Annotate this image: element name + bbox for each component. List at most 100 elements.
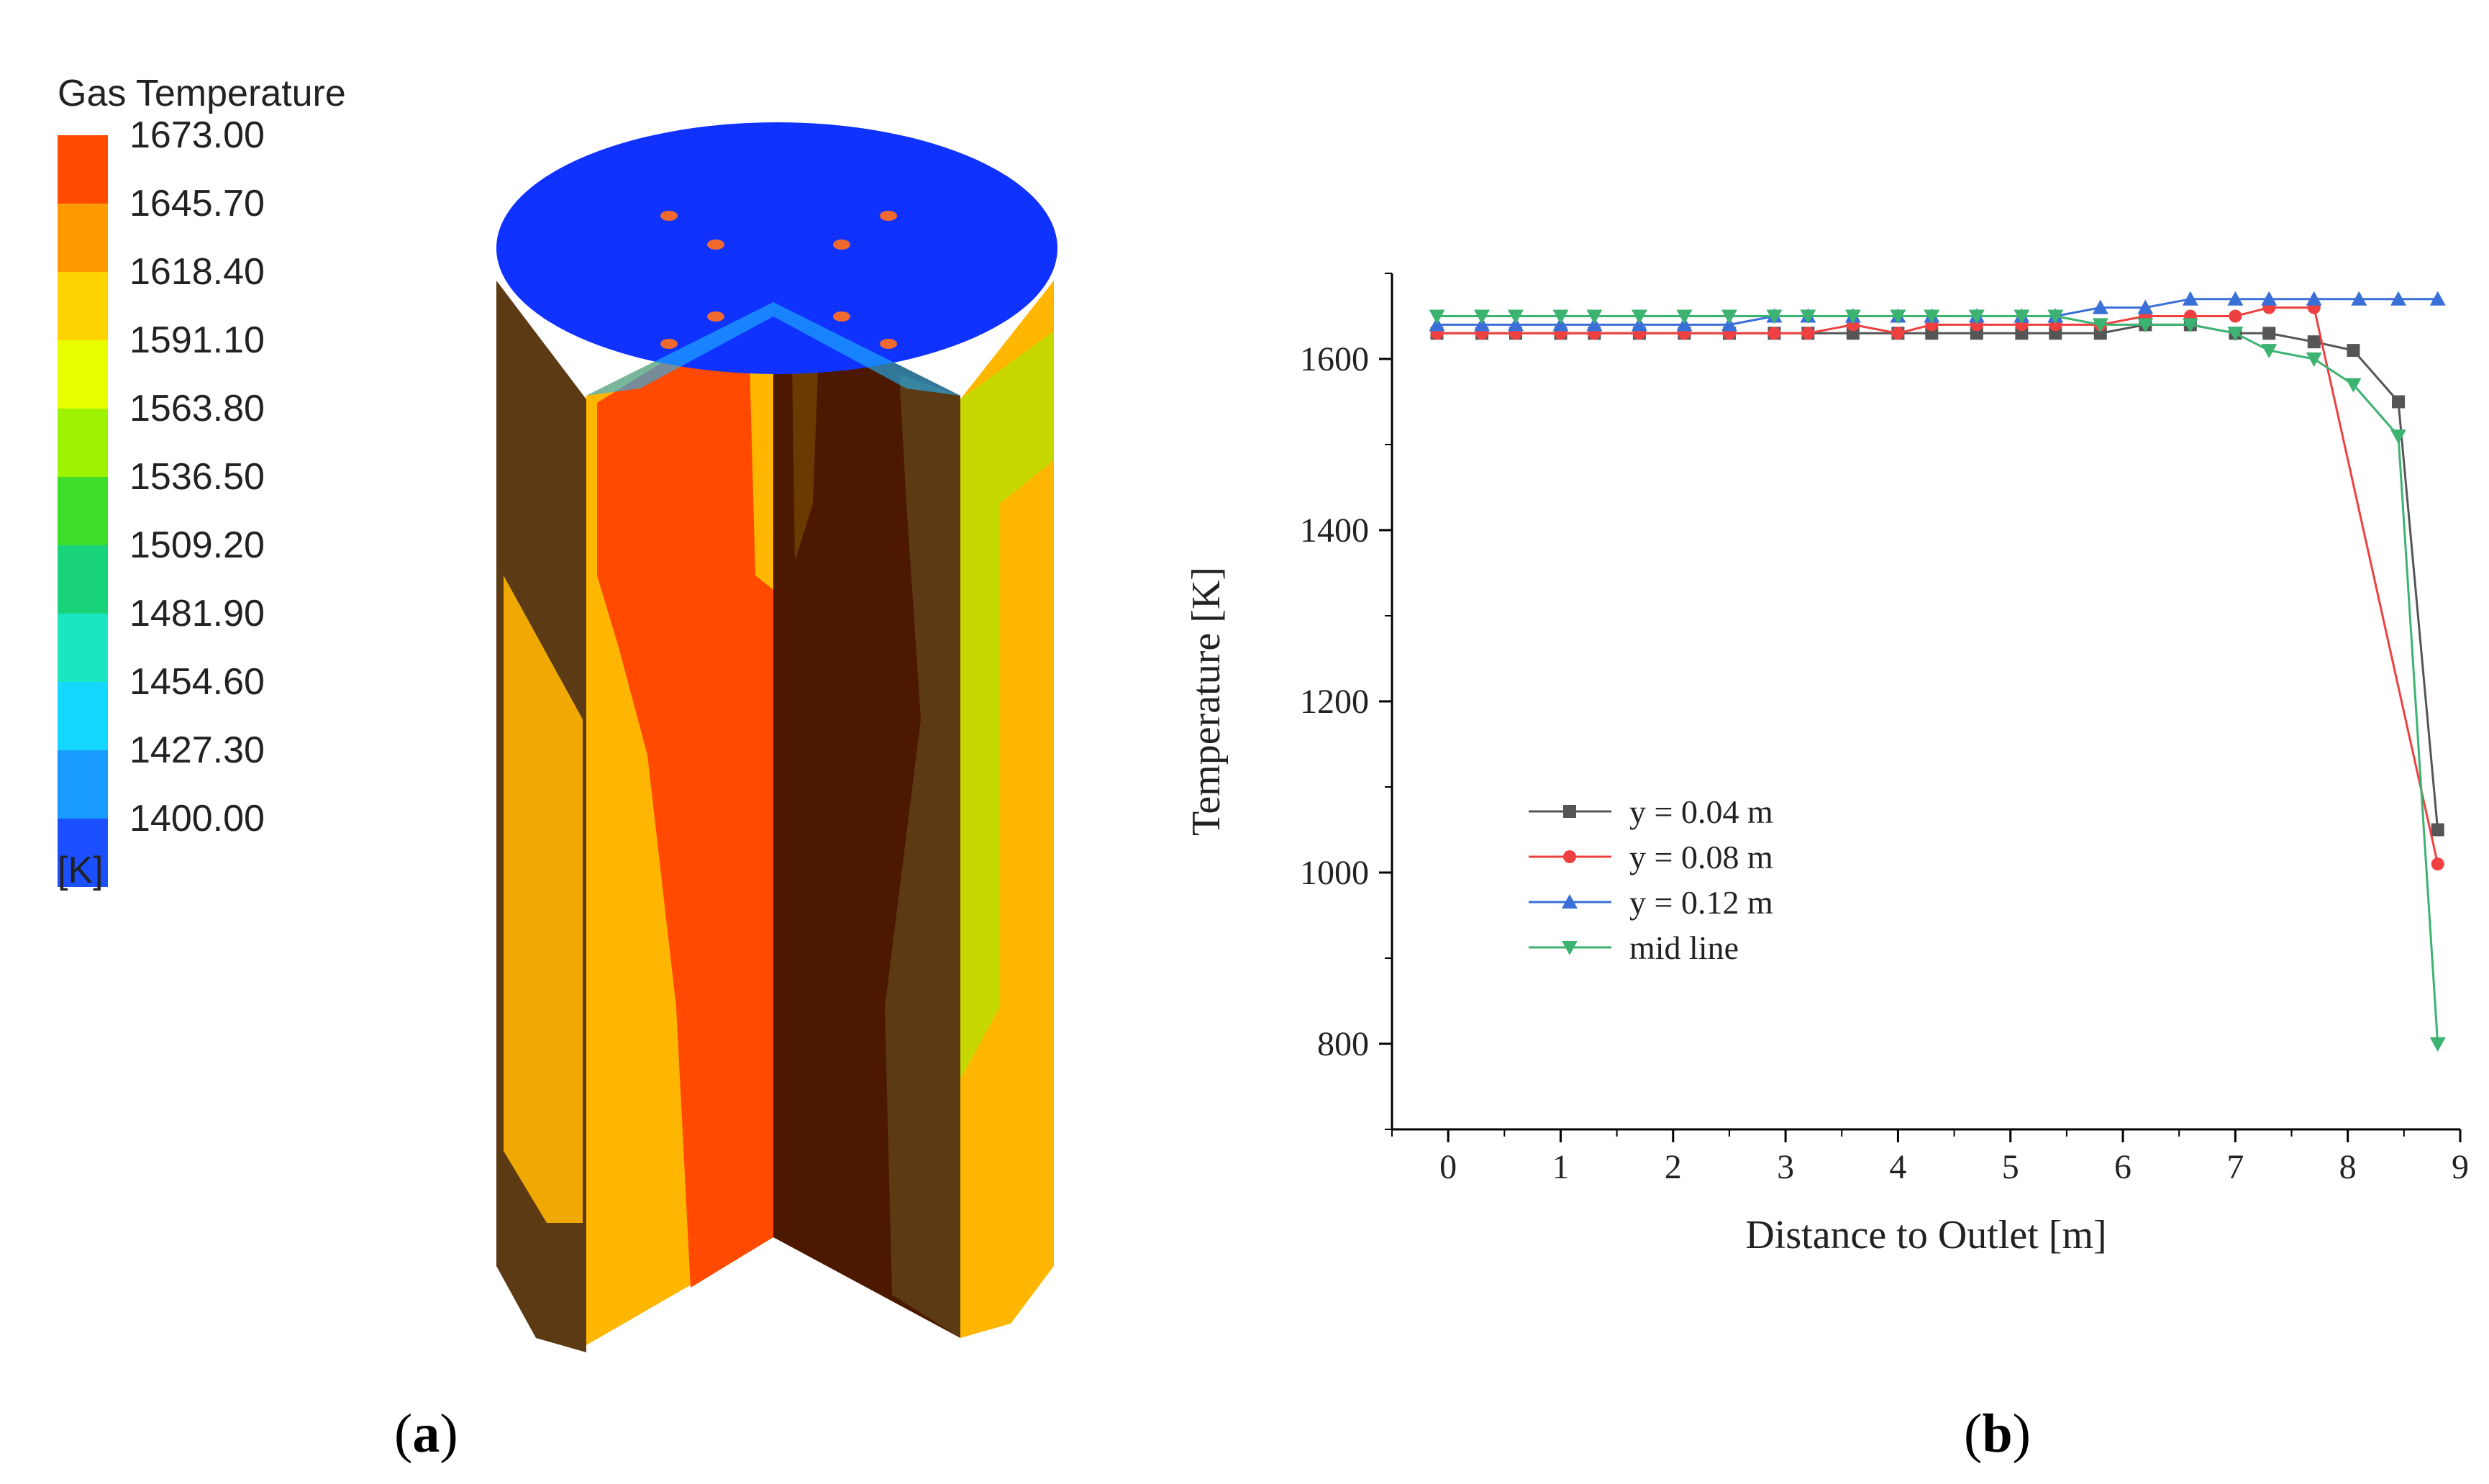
y-tick-label: 1600 — [1300, 340, 1369, 378]
data-point — [2227, 327, 2244, 342]
data-point — [2429, 291, 2446, 306]
legend-label: y = 0.12 m — [1629, 884, 1773, 921]
x-tick-label: 3 — [1777, 1148, 1794, 1186]
colorbar-band — [58, 340, 108, 409]
inlet-hole — [707, 311, 724, 322]
colorbar-tick-label: 1427.30 — [129, 729, 265, 771]
data-point — [1474, 309, 1491, 324]
data-point — [2092, 318, 2108, 333]
data-point — [1552, 309, 1569, 324]
data-point — [2345, 378, 2362, 393]
colorbar-tick-label: 1536.50 — [129, 456, 265, 498]
colorbar-band — [58, 545, 108, 614]
colorbar-title: Gas Temperature — [58, 73, 346, 114]
data-point — [1801, 327, 1815, 340]
panel-a: Gas Temperature 1673.00 1645.70 1618.40 159… — [0, 0, 1108, 1484]
x-tick-label: 5 — [2002, 1148, 2019, 1186]
cylinder-right-wall-green — [960, 331, 1054, 1079]
data-point — [2261, 344, 2278, 359]
colorbar-band — [58, 819, 108, 887]
cut-face-right-warm — [885, 374, 960, 1338]
colorbar-band — [58, 682, 108, 750]
data-point — [1924, 309, 1940, 324]
data-point — [2390, 429, 2407, 445]
top-disk — [496, 122, 1057, 374]
x-tick-label: 4 — [1889, 1148, 1906, 1186]
top-cut-notch — [586, 302, 960, 396]
data-point — [1676, 309, 1693, 324]
data-point — [2137, 299, 2154, 314]
temperature-line-chart: 0 1 2 3 4 5 6 7 8 9 800 1000 1200 1400 1600 Distance to… — [1184, 273, 2469, 1257]
colorbar-tick-label: 1509.20 — [129, 524, 265, 566]
colorbar-tick-label: 1454.60 — [129, 661, 265, 703]
data-point — [2390, 291, 2407, 306]
data-point — [2347, 344, 2360, 358]
legend-marker — [1562, 941, 1578, 955]
y-tick-label: 1000 — [1300, 854, 1369, 892]
x-tick-label: 6 — [2114, 1148, 2131, 1186]
series-line — [1437, 306, 2439, 865]
inlet-hole — [833, 240, 850, 250]
x-tick-label: 8 — [2339, 1148, 2357, 1186]
legend-marker — [1563, 850, 1576, 863]
data-point — [1631, 309, 1647, 324]
y-tick-label: 800 — [1317, 1025, 1369, 1063]
data-point — [1767, 327, 1781, 340]
panel-b: 0 1 2 3 4 5 6 7 8 9 800 1000 1200 1400 1600 Distance to… — [1122, 0, 2489, 1484]
colorbar-tick-label: 1645.70 — [129, 183, 265, 224]
inlet-hole — [880, 211, 897, 221]
data-point — [2182, 318, 2198, 333]
colorbar-band — [58, 750, 108, 819]
data-point — [2227, 291, 2244, 306]
legend-marker — [1562, 894, 1578, 909]
data-point — [2014, 309, 2030, 324]
y-tick-label: 1400 — [1300, 511, 1369, 550]
data-point — [2262, 327, 2276, 340]
data-point — [2392, 395, 2406, 409]
data-point — [2431, 823, 2444, 837]
legend-label: mid line — [1629, 929, 1739, 966]
colorbar-tick-label: 1563.80 — [129, 388, 265, 429]
data-point — [1507, 309, 1524, 324]
contour-render — [496, 122, 1057, 1352]
data-point — [2229, 309, 2242, 323]
data-point — [2429, 1037, 2446, 1052]
data-point — [1586, 309, 1603, 324]
data-point — [2092, 299, 2108, 314]
colorbar-tick-label: 1591.10 — [129, 319, 265, 361]
colorbar-tick-label: 1618.40 — [129, 251, 265, 293]
data-point — [1844, 309, 1861, 324]
x-tick-label: 7 — [2226, 1148, 2244, 1186]
y-axis-label: Temperature [K] — [1184, 567, 1229, 836]
colorbar-band — [58, 477, 108, 545]
y-tick-label: 1200 — [1300, 683, 1369, 721]
data-point — [2431, 857, 2444, 871]
data-point — [1968, 309, 1985, 324]
x-tick-label: 9 — [2452, 1148, 2469, 1186]
colorbar-band — [58, 135, 108, 204]
x-tick-label: 2 — [1665, 1148, 1682, 1186]
data-point — [1800, 309, 1816, 324]
colorbar-band — [58, 204, 108, 272]
panel-b-label: (b) — [1964, 1403, 2031, 1464]
legend-marker — [1563, 805, 1576, 818]
data-point — [1429, 309, 1445, 324]
data-point — [2307, 335, 2321, 349]
data-point — [2351, 291, 2367, 306]
data-point — [2306, 291, 2322, 306]
x-tick-label: 1 — [1552, 1148, 1569, 1186]
data-point — [2261, 291, 2278, 306]
inlet-hole — [660, 339, 678, 349]
colorbar-tick-label: 1481.90 — [129, 593, 265, 634]
x-tick-label: 0 — [1439, 1148, 1457, 1186]
colorbar-unit: [K] — [58, 850, 104, 891]
inlet-hole — [660, 211, 678, 221]
inlet-hole — [707, 240, 724, 250]
data-point — [2047, 309, 2064, 324]
inlet-hole — [880, 339, 897, 349]
cylinder-left-wall-warm — [504, 575, 583, 1223]
colorbar-band — [58, 272, 108, 340]
series-line — [1437, 323, 2439, 830]
series-line — [1437, 315, 2439, 1044]
cut-face-left-hot — [597, 309, 773, 1288]
